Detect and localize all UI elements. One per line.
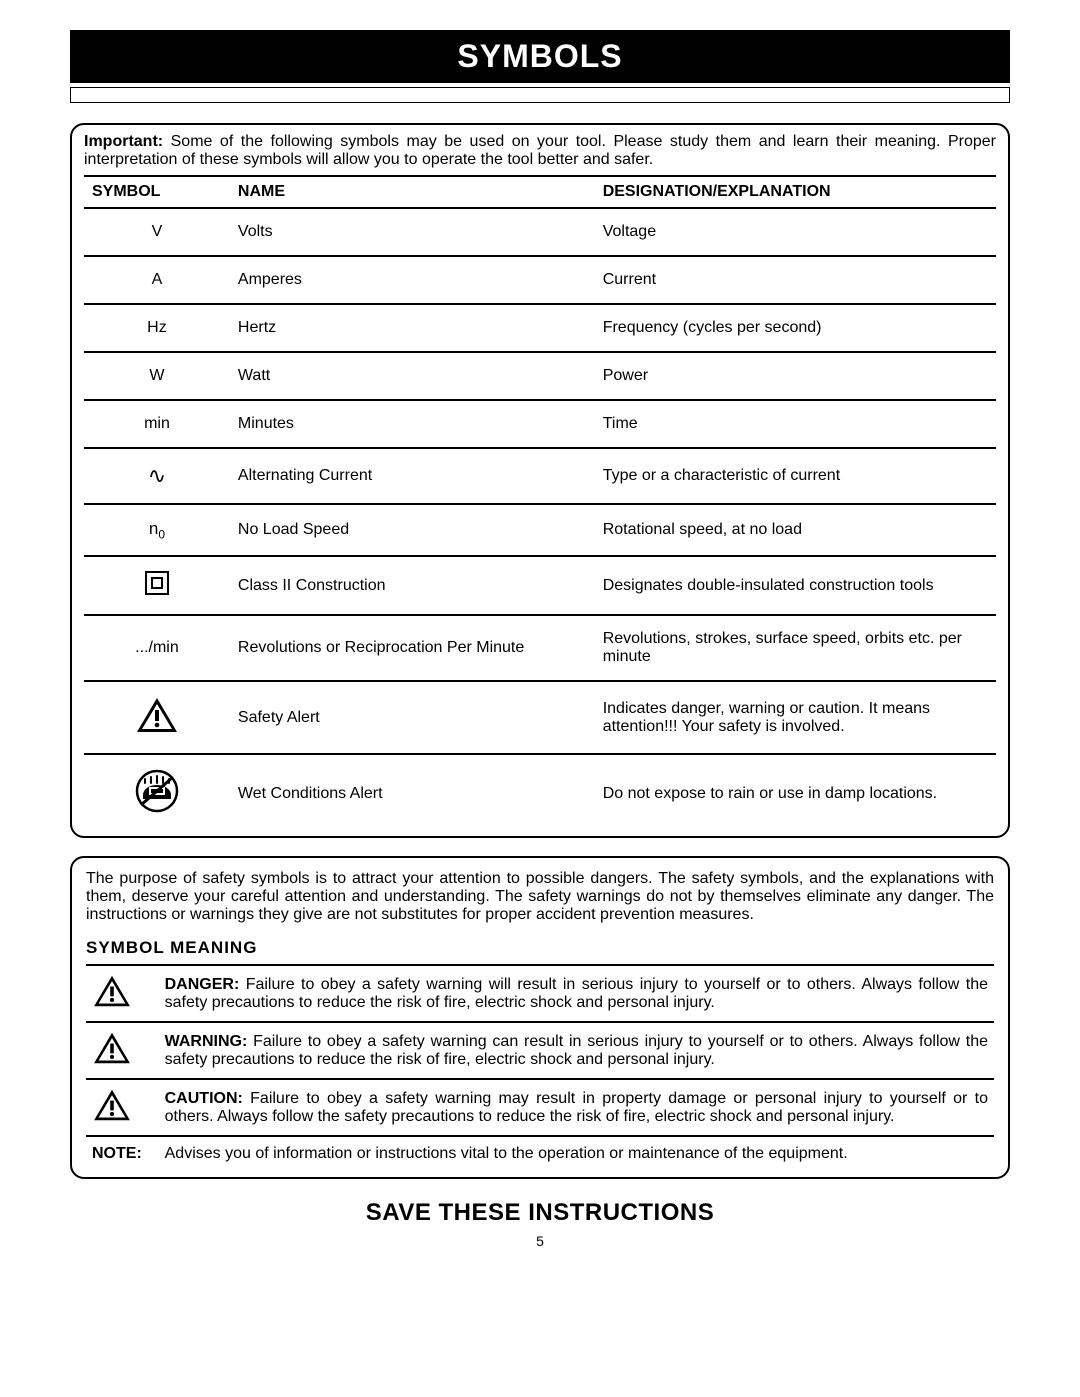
meaning-text-cell: CAUTION: Failure to obey a safety warnin… [159,1079,994,1136]
col-header-desc: DESIGNATION/EXPLANATION [595,176,996,208]
symbol-cell: .../min [84,615,230,681]
safety-alert-icon [92,1031,132,1065]
no-load-speed-icon: n0 [149,519,165,538]
desc-cell: Frequency (cycles per second) [595,304,996,352]
table-row: Wet Conditions AlertDo not expose to rai… [84,754,996,836]
symbols-panel: Important: Some of the following symbols… [70,123,1010,838]
name-cell: Minutes [230,400,595,448]
table-row: n0 No Load SpeedRotational speed, at no l… [84,504,996,556]
symbol-cell: W [84,352,230,400]
col-header-symbol: SYMBOL [84,176,230,208]
page-banner: SYMBOLS [70,30,1010,83]
desc-cell: Time [595,400,996,448]
meaning-intro: The purpose of safety symbols is to attr… [86,870,994,924]
desc-cell: Revolutions, strokes, surface speed, orb… [595,615,996,681]
name-cell: Class II Construction [230,556,595,615]
name-cell: No Load Speed [230,504,595,556]
desc-cell: Rotational speed, at no load [595,504,996,556]
safety-alert-icon [92,974,132,1008]
meaning-symbol-cell [86,1022,159,1079]
banner-underline-box [70,87,1010,103]
desc-cell: Designates double-insulated construction… [595,556,996,615]
meaning-symbol-cell [86,1079,159,1136]
symbol-cell: A [84,256,230,304]
desc-cell: Type or a characteristic of current [595,448,996,504]
symbol-cell: V [84,208,230,256]
name-cell: Hertz [230,304,595,352]
name-cell: Revolutions or Reciprocation Per Minute [230,615,595,681]
safety-alert-icon [92,1088,132,1122]
desc-cell: Indicates danger, warning or caution. It… [595,681,996,754]
table-row: Safety AlertIndicates danger, warning or… [84,681,996,754]
meaning-row: DANGER: Failure to obey a safety warning… [86,965,994,1022]
desc-cell: Power [595,352,996,400]
name-cell: Volts [230,208,595,256]
name-cell: Watt [230,352,595,400]
name-cell: Wet Conditions Alert [230,754,595,836]
symbol-cell: ∿ [84,448,230,504]
safety-alert-icon [135,696,179,734]
table-row: ∿ Alternating CurrentType or a characteri… [84,448,996,504]
class-ii-icon [145,571,169,595]
symbol-cell: n0 [84,504,230,556]
symbol-cell [84,754,230,836]
symbols-table: SYMBOL NAME DESIGNATION/EXPLANATION VVol… [84,175,996,836]
table-row: minMinutesTime [84,400,996,448]
symbol-cell: Hz [84,304,230,352]
table-row: WWattPower [84,352,996,400]
table-row: VVoltsVoltage [84,208,996,256]
table-row: HzHertzFrequency (cycles per second) [84,304,996,352]
desc-cell: Voltage [595,208,996,256]
meaning-heading: SYMBOL MEANING [86,938,994,958]
meanings-table: DANGER: Failure to obey a safety warning… [86,964,994,1177]
col-header-name: NAME [230,176,595,208]
meaning-label: CAUTION: [165,1090,243,1107]
meaning-text-cell: Advises you of information or instructio… [159,1136,994,1177]
table-row: Class II ConstructionDesignates double-i… [84,556,996,615]
name-cell: Safety Alert [230,681,595,754]
intro-text: Some of the following symbols may be use… [84,133,996,168]
save-instructions: SAVE THESE INSTRUCTIONS [70,1199,1010,1227]
meaning-row: CAUTION: Failure to obey a safety warnin… [86,1079,994,1136]
meaning-row: NOTE:Advises you of information or instr… [86,1136,994,1177]
meaning-text-cell: WARNING: Failure to obey a safety warnin… [159,1022,994,1079]
meaning-symbol-cell [86,965,159,1022]
meaning-symbol-cell: NOTE: [86,1136,159,1177]
wet-conditions-icon [133,769,181,813]
symbol-cell [84,681,230,754]
page-number: 5 [70,1233,1010,1249]
table-row: .../minRevolutions or Reciprocation Per … [84,615,996,681]
meaning-text-cell: DANGER: Failure to obey a safety warning… [159,965,994,1022]
intro-paragraph: Important: Some of the following symbols… [84,133,996,169]
meaning-label: WARNING: [165,1033,248,1050]
meaning-panel: The purpose of safety symbols is to attr… [70,856,1010,1179]
desc-cell: Current [595,256,996,304]
ac-sine-icon: ∿ [148,463,166,488]
symbol-cell: min [84,400,230,448]
name-cell: Amperes [230,256,595,304]
intro-bold: Important: [84,133,163,150]
meaning-row: WARNING: Failure to obey a safety warnin… [86,1022,994,1079]
table-row: AAmperesCurrent [84,256,996,304]
desc-cell: Do not expose to rain or use in damp loc… [595,754,996,836]
symbol-cell [84,556,230,615]
name-cell: Alternating Current [230,448,595,504]
meaning-label: DANGER: [165,976,240,993]
